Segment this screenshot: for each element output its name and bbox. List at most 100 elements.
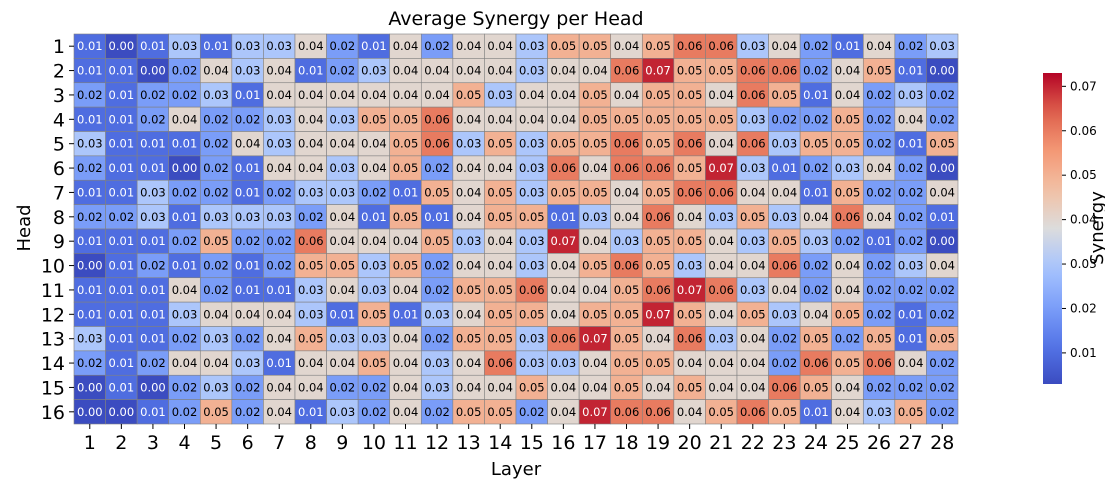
cell-value-label: 0.04 bbox=[266, 332, 292, 346]
x-tick-label: 25 bbox=[835, 432, 859, 454]
heatmap-cell bbox=[768, 58, 801, 84]
cell-value-label: 0.01 bbox=[898, 137, 924, 151]
cell-value-label: 0.04 bbox=[456, 307, 482, 321]
heatmap-cell bbox=[768, 228, 801, 254]
heatmap-cell bbox=[862, 131, 896, 157]
heatmap-cell bbox=[799, 326, 833, 352]
cell-value-label: 0.02 bbox=[929, 380, 955, 394]
cell-value-label: 0.03 bbox=[677, 259, 703, 273]
y-tick-label: 13 bbox=[41, 329, 65, 351]
cell-value-label: 0.05 bbox=[551, 39, 577, 53]
cell-value-label: 0.04 bbox=[835, 88, 861, 102]
cell-value-label: 0.04 bbox=[614, 39, 640, 53]
y-axis-label: Head bbox=[14, 204, 35, 251]
heatmap-cell bbox=[136, 374, 170, 400]
cell-value-label: 0.05 bbox=[708, 64, 734, 78]
x-tick-label: 8 bbox=[305, 432, 317, 454]
heatmap-cell bbox=[862, 374, 896, 400]
cell-value-label: 0.00 bbox=[77, 259, 103, 273]
cell-value-label: 0.00 bbox=[109, 405, 135, 419]
cell-value-label: 0.00 bbox=[172, 161, 198, 175]
cell-value-label: 0.03 bbox=[898, 88, 924, 102]
cell-value-label: 0.04 bbox=[835, 405, 861, 419]
cell-value-label: 0.02 bbox=[140, 88, 166, 102]
cell-value-label: 0.02 bbox=[203, 283, 229, 297]
heatmap-cell bbox=[673, 399, 706, 425]
heatmap-cell bbox=[389, 374, 422, 400]
cell-value-label: 0.04 bbox=[298, 112, 324, 126]
cell-value-label: 0.05 bbox=[424, 234, 450, 248]
colorbar-tick-label: 0.06 bbox=[1070, 124, 1097, 138]
heatmap-cell bbox=[294, 131, 327, 157]
heatmap-cell bbox=[294, 155, 327, 181]
cell-value-label: 0.04 bbox=[677, 356, 703, 370]
heatmap-cell bbox=[641, 58, 675, 84]
heatmap-cell bbox=[862, 82, 896, 108]
heatmap-cell bbox=[326, 155, 359, 181]
cell-value-label: 0.00 bbox=[140, 64, 166, 78]
heatmap-cell bbox=[294, 82, 327, 108]
heatmap-cell bbox=[673, 204, 706, 230]
cell-value-label: 0.01 bbox=[235, 283, 261, 297]
heatmap-cell bbox=[547, 131, 580, 157]
x-tick-label: 11 bbox=[393, 432, 417, 454]
heatmap-cell bbox=[105, 33, 138, 59]
cell-value-label: 0.07 bbox=[582, 332, 608, 346]
cell-value-label: 0.05 bbox=[614, 380, 640, 394]
cell-value-label: 0.06 bbox=[772, 380, 798, 394]
heatmap-cell bbox=[484, 374, 517, 400]
heatmap-cell bbox=[641, 82, 675, 108]
cell-value-label: 0.02 bbox=[203, 161, 229, 175]
cell-value-label: 0.04 bbox=[298, 380, 324, 394]
cell-value-label: 0.02 bbox=[235, 234, 261, 248]
heatmap-cell bbox=[420, 228, 454, 254]
cell-value-label: 0.06 bbox=[645, 161, 671, 175]
cell-value-label: 0.04 bbox=[772, 185, 798, 199]
cell-value-label: 0.04 bbox=[677, 405, 703, 419]
heatmap-cell bbox=[578, 155, 612, 181]
cell-value-label: 0.02 bbox=[235, 405, 261, 419]
cell-value-label: 0.06 bbox=[645, 210, 671, 224]
heatmap-cell bbox=[357, 155, 391, 181]
cell-value-label: 0.03 bbox=[235, 210, 261, 224]
cell-value-label: 0.01 bbox=[898, 307, 924, 321]
cell-value-label: 0.01 bbox=[803, 88, 829, 102]
cell-value-label: 0.02 bbox=[929, 283, 955, 297]
heatmap-cell bbox=[294, 301, 327, 327]
cell-value-label: 0.02 bbox=[929, 356, 955, 370]
cell-value-label: 0.01 bbox=[929, 210, 955, 224]
cell-value-label: 0.03 bbox=[330, 112, 356, 126]
cell-value-label: 0.03 bbox=[140, 210, 166, 224]
cell-value-label: 0.04 bbox=[456, 64, 482, 78]
heatmap-cell bbox=[420, 33, 454, 59]
heatmap-cell bbox=[610, 326, 643, 352]
cell-value-label: 0.04 bbox=[266, 307, 292, 321]
cell-value-label: 0.05 bbox=[803, 332, 829, 346]
cell-value-label: 0.04 bbox=[330, 137, 356, 151]
cell-value-label: 0.05 bbox=[645, 234, 671, 248]
heatmap-cell bbox=[578, 374, 612, 400]
cell-value-label: 0.01 bbox=[109, 332, 135, 346]
cell-value-label: 0.05 bbox=[487, 137, 513, 151]
cell-value-label: 0.04 bbox=[519, 112, 545, 126]
cell-value-label: 0.05 bbox=[487, 210, 513, 224]
heatmap-cell bbox=[768, 253, 801, 279]
heatmap-cell bbox=[357, 131, 391, 157]
cell-value-label: 0.05 bbox=[582, 137, 608, 151]
cell-value-label: 0.04 bbox=[835, 380, 861, 394]
heatmap-cell bbox=[610, 301, 643, 327]
cell-value-label: 0.02 bbox=[77, 210, 103, 224]
heatmap-cell bbox=[136, 228, 170, 254]
x-tick-label: 1 bbox=[84, 432, 96, 454]
heatmap-cell bbox=[199, 399, 233, 425]
cell-value-label: 0.02 bbox=[898, 234, 924, 248]
heatmap-cell bbox=[547, 350, 580, 376]
heatmap-cell bbox=[484, 58, 517, 84]
cell-value-label: 0.01 bbox=[424, 210, 450, 224]
cell-value-label: 0.02 bbox=[77, 88, 103, 102]
heatmap-cell bbox=[484, 82, 517, 108]
cell-value-label: 0.04 bbox=[740, 259, 766, 273]
heatmap-cell bbox=[199, 326, 233, 352]
cell-value-label: 0.05 bbox=[835, 185, 861, 199]
heatmap-cell bbox=[452, 82, 485, 108]
